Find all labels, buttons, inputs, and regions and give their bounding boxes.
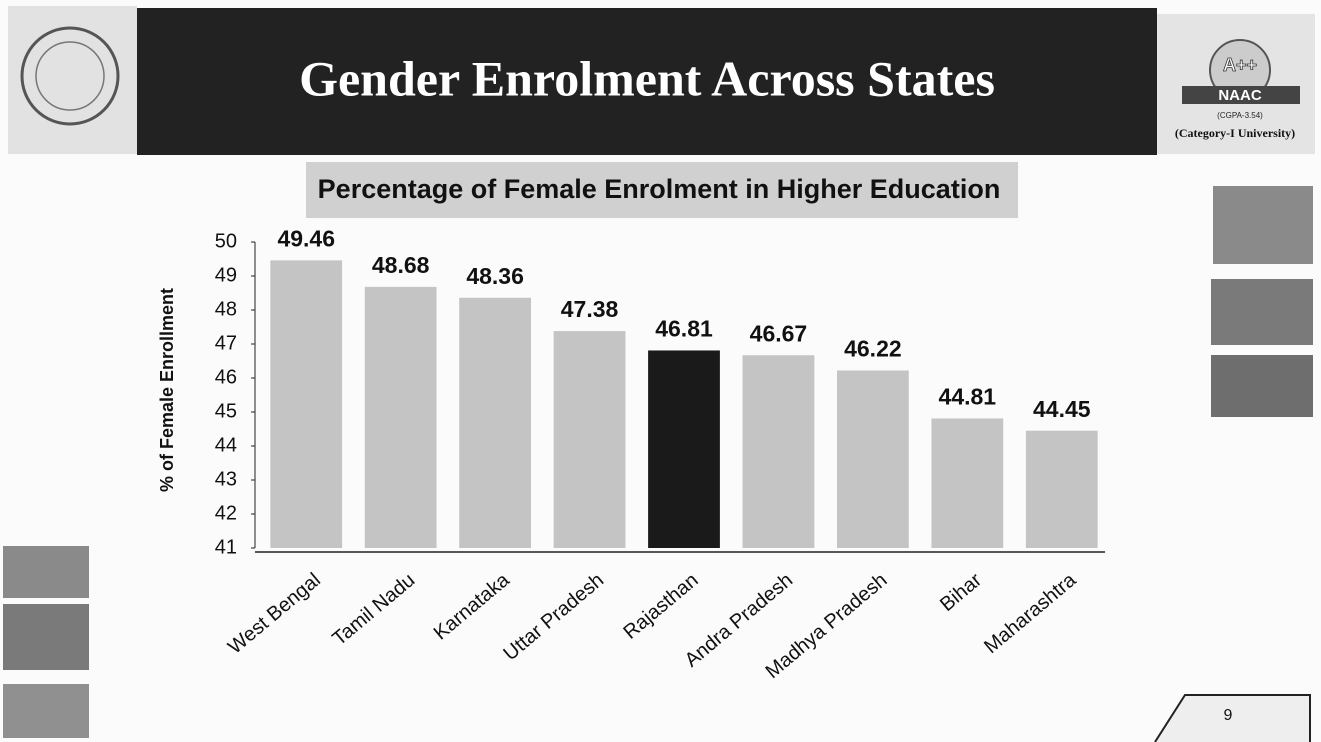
value-label: 44.81 [939, 384, 997, 410]
y-tick-label: 45 [215, 400, 237, 422]
y-tick-label: 43 [215, 468, 237, 490]
photo [1213, 186, 1313, 264]
slide-title: Gender Enrolment Across States [299, 50, 995, 106]
naac-name: NAAC [1218, 87, 1261, 104]
photo [1211, 355, 1313, 417]
photos [3, 186, 1313, 738]
photo [3, 684, 89, 738]
y-tick-label: 48 [215, 298, 237, 320]
y-tick-label: 47 [215, 332, 237, 354]
university-logo-inner [35, 41, 105, 111]
y-tick-label: 50 [215, 230, 237, 252]
y-tick-label: 44 [215, 434, 237, 456]
value-label: 48.68 [372, 252, 430, 278]
bar [1025, 430, 1098, 548]
naac-grade: A++ [1223, 55, 1257, 75]
value-label: 46.81 [655, 316, 713, 342]
chart-title-box [306, 162, 1018, 218]
value-label: 47.38 [561, 296, 619, 322]
bar [364, 286, 437, 548]
value-label: 44.45 [1033, 396, 1091, 422]
cgpa: (CGPA-3.54) [1217, 111, 1263, 120]
value-label: 49.46 [277, 225, 335, 251]
page-number: 9 [1224, 707, 1233, 724]
y-tick-label: 46 [215, 366, 237, 388]
y-tick-label: 41 [215, 536, 237, 558]
photo [3, 546, 89, 598]
bar [648, 350, 720, 548]
page-number-tab [1154, 694, 1311, 742]
chart-title: Percentage of Female Enrolment in Higher… [318, 174, 1001, 204]
header-band [137, 8, 1157, 155]
bar [931, 418, 1004, 548]
y-tick-label: 42 [215, 502, 237, 524]
bar [459, 297, 531, 548]
photo [1211, 279, 1313, 345]
bar [553, 331, 626, 548]
photo [3, 604, 89, 670]
left-logo-box [8, 6, 137, 154]
bar [742, 355, 815, 548]
bar [837, 370, 909, 548]
value-label: 46.67 [750, 320, 808, 346]
category: (Category-I University) [1175, 126, 1295, 140]
bar [270, 260, 343, 548]
y-tick-label: 49 [215, 264, 237, 286]
value-label: 48.36 [466, 263, 524, 289]
naac-ribbon [1182, 86, 1300, 104]
y-axis-label: % of Female Enrollment [157, 288, 177, 492]
university-logo [20, 26, 120, 126]
value-label: 46.22 [844, 336, 902, 362]
